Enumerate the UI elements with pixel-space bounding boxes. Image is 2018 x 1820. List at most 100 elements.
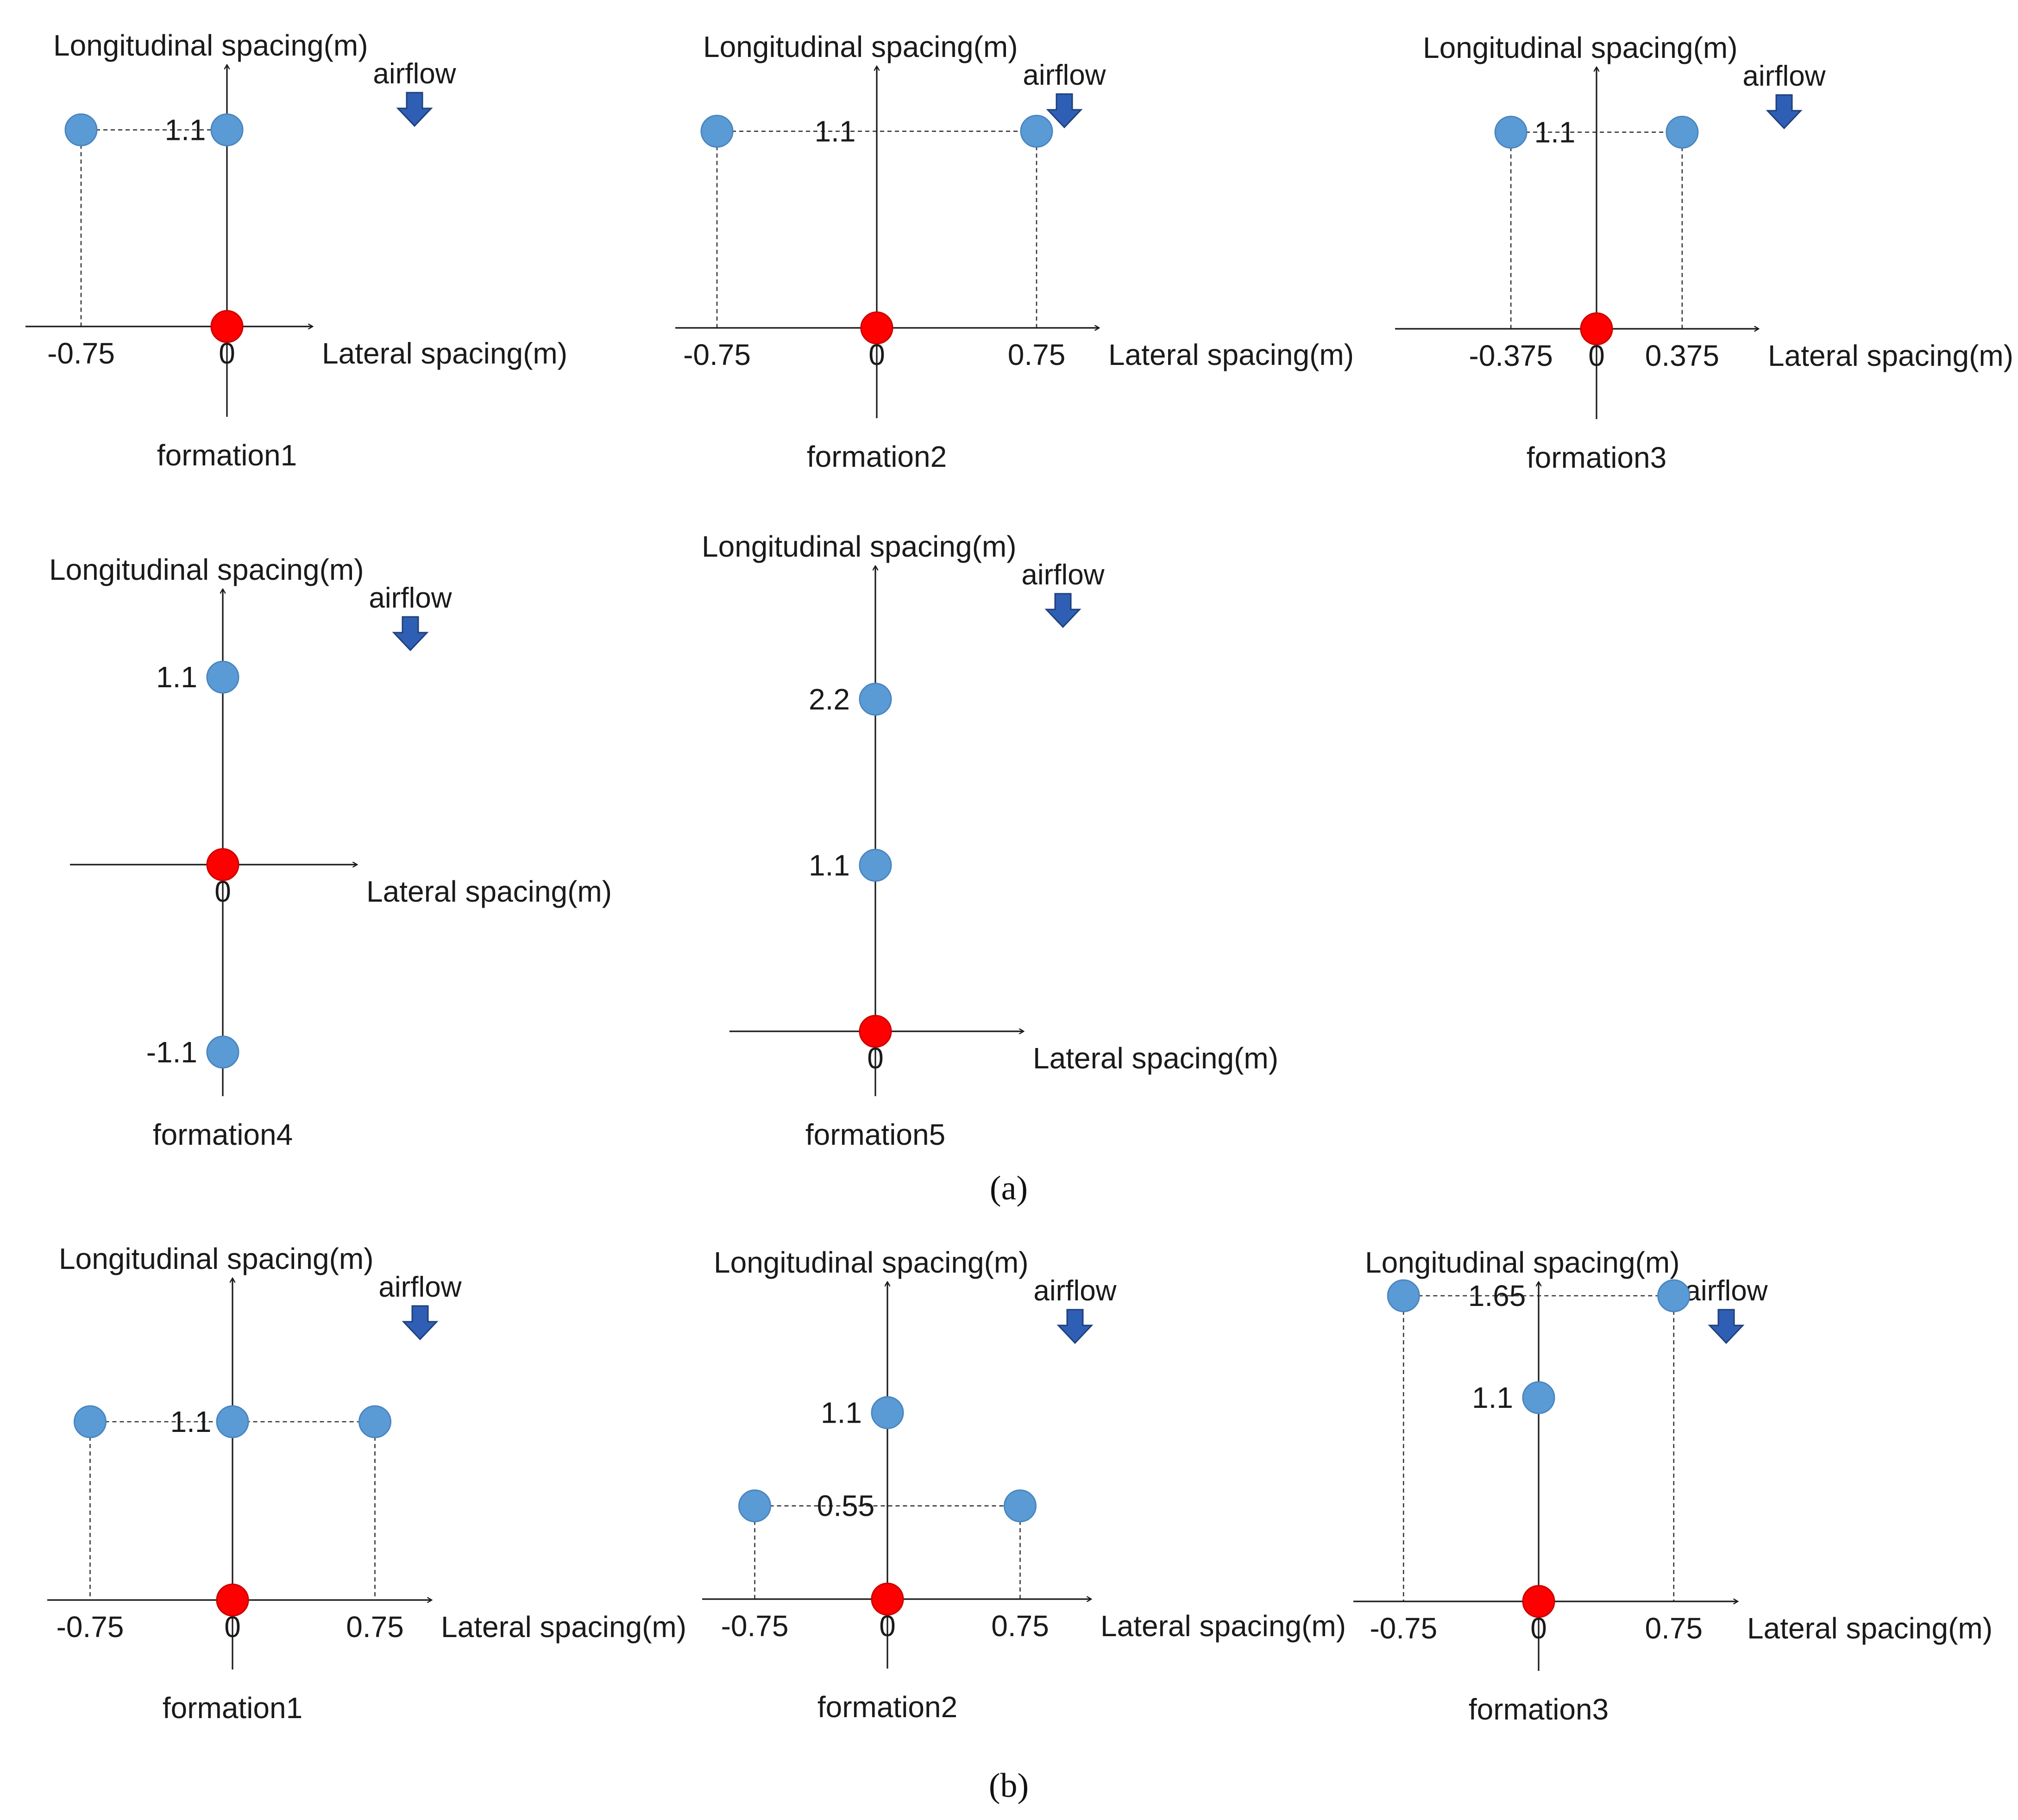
longitudinal-axis-label: Longitudinal spacing(m)	[702, 530, 1017, 563]
longitudinal-axis-label: Longitudinal spacing(m)	[703, 30, 1018, 63]
formation-diagram: Longitudinal spacing(m) Lateral spacing(m…	[49, 553, 612, 1151]
formation-caption: formation1	[163, 1691, 302, 1725]
formation-diagrams: Longitudinal spacing(m) Lateral spacing(m…	[25, 29, 2013, 1726]
airflow-arrow-icon	[396, 92, 433, 127]
leader-drone-marker	[206, 848, 239, 881]
lateral-axis-label: Lateral spacing(m)	[441, 1610, 686, 1644]
airflow-label: airflow	[1021, 559, 1104, 591]
longitudinal-tick-label: 1.1	[1472, 1381, 1513, 1414]
lateral-axis-label: Lateral spacing(m)	[1747, 1612, 1993, 1645]
formation-diagram: Longitudinal spacing(m) Lateral spacing(m…	[702, 1246, 1346, 1724]
airflow-label: airflow	[1023, 59, 1106, 91]
formation-diagram: Longitudinal spacing(m) Lateral spacing(m…	[1353, 1246, 1993, 1726]
longitudinal-tick-label: 1.1	[821, 1396, 862, 1429]
follower-drone-marker	[1004, 1489, 1037, 1523]
formation-diagram: Longitudinal spacing(m) Lateral spacing(m…	[675, 30, 1354, 473]
lateral-tick-label: -0.75	[57, 1610, 124, 1644]
follower-drone-marker	[859, 848, 892, 882]
airflow-label: airflow	[1685, 1275, 1767, 1307]
lateral-axis-label: Lateral spacing(m)	[1108, 338, 1354, 371]
lateral-tick-label: 0.75	[991, 1609, 1049, 1643]
leader-drone-marker	[210, 310, 244, 343]
lateral-tick-label: -0.75	[1370, 1612, 1437, 1645]
lateral-tick-label: 0.375	[1645, 339, 1719, 372]
follower-drone-marker	[871, 1396, 904, 1429]
follower-drone-marker	[1387, 1279, 1420, 1312]
panel-label-a: (a)	[990, 1169, 1028, 1207]
formation-diagram: Longitudinal spacing(m) Lateral spacing(m…	[1395, 31, 2013, 474]
spacing-value-label: 1.1	[815, 114, 856, 148]
spacing-value-label: 1.1	[165, 113, 206, 146]
formation-caption: formation2	[817, 1690, 957, 1724]
follower-drone-marker	[700, 114, 734, 148]
follower-drone-marker	[216, 1405, 249, 1438]
lateral-axis-label: Lateral spacing(m)	[322, 337, 567, 370]
formation-caption: formation1	[157, 439, 297, 472]
leader-drone-marker	[860, 311, 893, 345]
airflow-arrow-icon	[402, 1305, 439, 1341]
airflow-label: airflow	[1742, 60, 1825, 92]
lateral-axis-label: Lateral spacing(m)	[1033, 1042, 1278, 1075]
follower-drone-marker	[1666, 115, 1699, 149]
lateral-axis-label: Lateral spacing(m)	[1768, 339, 2013, 372]
longitudinal-tick-label: 2.2	[809, 683, 850, 716]
formation-caption: formation5	[805, 1118, 945, 1151]
formation-diagram: Longitudinal spacing(m) Lateral spacing(m…	[702, 530, 1278, 1151]
follower-drone-marker	[1020, 114, 1053, 148]
longitudinal-tick-label: -1.1	[146, 1036, 197, 1069]
formation-caption: formation2	[807, 440, 947, 473]
longitudinal-tick-label: 1.1	[156, 660, 197, 694]
lateral-tick-label: 0.75	[1008, 338, 1066, 371]
airflow-arrow-icon	[1708, 1309, 1745, 1344]
leader-drone-marker	[216, 1583, 249, 1617]
airflow-label: airflow	[373, 58, 456, 90]
lateral-tick-label: -0.375	[1469, 339, 1553, 372]
lateral-tick-label: 0.75	[1645, 1612, 1703, 1645]
lateral-tick-label: 0.75	[346, 1610, 404, 1644]
longitudinal-axis-label: Longitudinal spacing(m)	[714, 1246, 1029, 1279]
formation-diagram: Longitudinal spacing(m) Lateral spacing(m…	[25, 29, 567, 472]
airflow-label: airflow	[1033, 1275, 1116, 1307]
longitudinal-axis-label: Longitudinal spacing(m)	[49, 553, 364, 586]
leader-drone-marker	[1522, 1585, 1555, 1618]
follower-drone-marker	[1522, 1381, 1555, 1414]
longitudinal-axis-label: Longitudinal spacing(m)	[1423, 31, 1738, 64]
longitudinal-tick-label: 1.1	[809, 848, 850, 882]
airflow-label: airflow	[378, 1271, 461, 1303]
follower-drone-marker	[1657, 1279, 1691, 1312]
formation-diagram: Longitudinal spacing(m) Lateral spacing(m…	[47, 1242, 686, 1725]
spacing-value-label: 1.1	[1534, 115, 1576, 149]
airflow-arrow-icon	[1056, 1309, 1094, 1344]
formation-caption: formation4	[153, 1118, 293, 1151]
panel-label-b: (b)	[989, 1767, 1029, 1805]
leader-drone-marker	[871, 1582, 904, 1616]
lateral-axis-label: Lateral spacing(m)	[1100, 1609, 1346, 1643]
formation-caption: formation3	[1469, 1693, 1609, 1726]
airflow-arrow-icon	[1044, 593, 1081, 628]
lateral-tick-label: -0.75	[721, 1609, 789, 1643]
airflow-arrow-icon	[1046, 93, 1083, 129]
follower-drone-marker	[206, 660, 239, 694]
follower-drone-marker	[859, 683, 892, 716]
follower-drone-marker	[206, 1036, 239, 1069]
leader-drone-marker	[859, 1015, 892, 1048]
formation-caption: formation3	[1527, 441, 1666, 474]
follower-drone-marker	[74, 1405, 107, 1438]
airflow-arrow-icon	[1766, 94, 1803, 130]
follower-drone-marker	[738, 1489, 771, 1523]
follower-drone-marker	[210, 113, 244, 146]
follower-drone-marker	[64, 113, 98, 146]
spacing-value-label: 1.1	[170, 1405, 212, 1438]
spacing-value-label: 1.65	[1468, 1279, 1526, 1312]
airflow-label: airflow	[369, 582, 452, 614]
lateral-tick-label: -0.75	[47, 337, 115, 370]
lateral-axis-label: Lateral spacing(m)	[366, 875, 612, 908]
leader-drone-marker	[1580, 312, 1613, 345]
airflow-arrow-icon	[392, 616, 429, 652]
longitudinal-axis-label: Longitudinal spacing(m)	[59, 1242, 374, 1275]
follower-drone-marker	[358, 1405, 391, 1438]
longitudinal-axis-label: Longitudinal spacing(m)	[53, 29, 368, 62]
lateral-tick-label: -0.75	[683, 338, 751, 371]
follower-drone-marker	[1494, 115, 1528, 149]
